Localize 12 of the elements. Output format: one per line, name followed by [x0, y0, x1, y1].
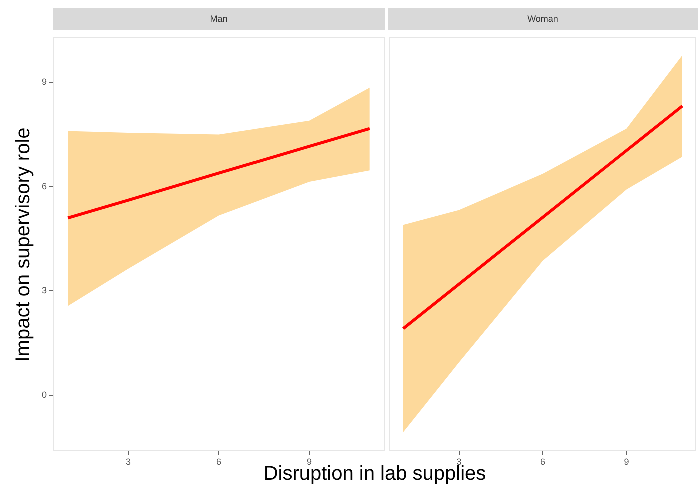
y-tick-label: 9 [42, 77, 47, 88]
chart-title: Man [53, 8, 385, 30]
x-tick-label: 9 [624, 457, 630, 468]
y-axis-title: Impact on supervisory role [12, 128, 36, 362]
x-tick-label: 6 [540, 457, 546, 468]
y-tick-label: 6 [42, 181, 47, 192]
x-tick-label: 9 [307, 457, 312, 468]
y-tick-label: 3 [42, 286, 47, 296]
y-tick-label: 0 [42, 390, 47, 400]
x-tick-label: 6 [216, 457, 222, 468]
chart-title: Woman [388, 8, 698, 30]
x-tick-label: 3 [126, 457, 131, 468]
